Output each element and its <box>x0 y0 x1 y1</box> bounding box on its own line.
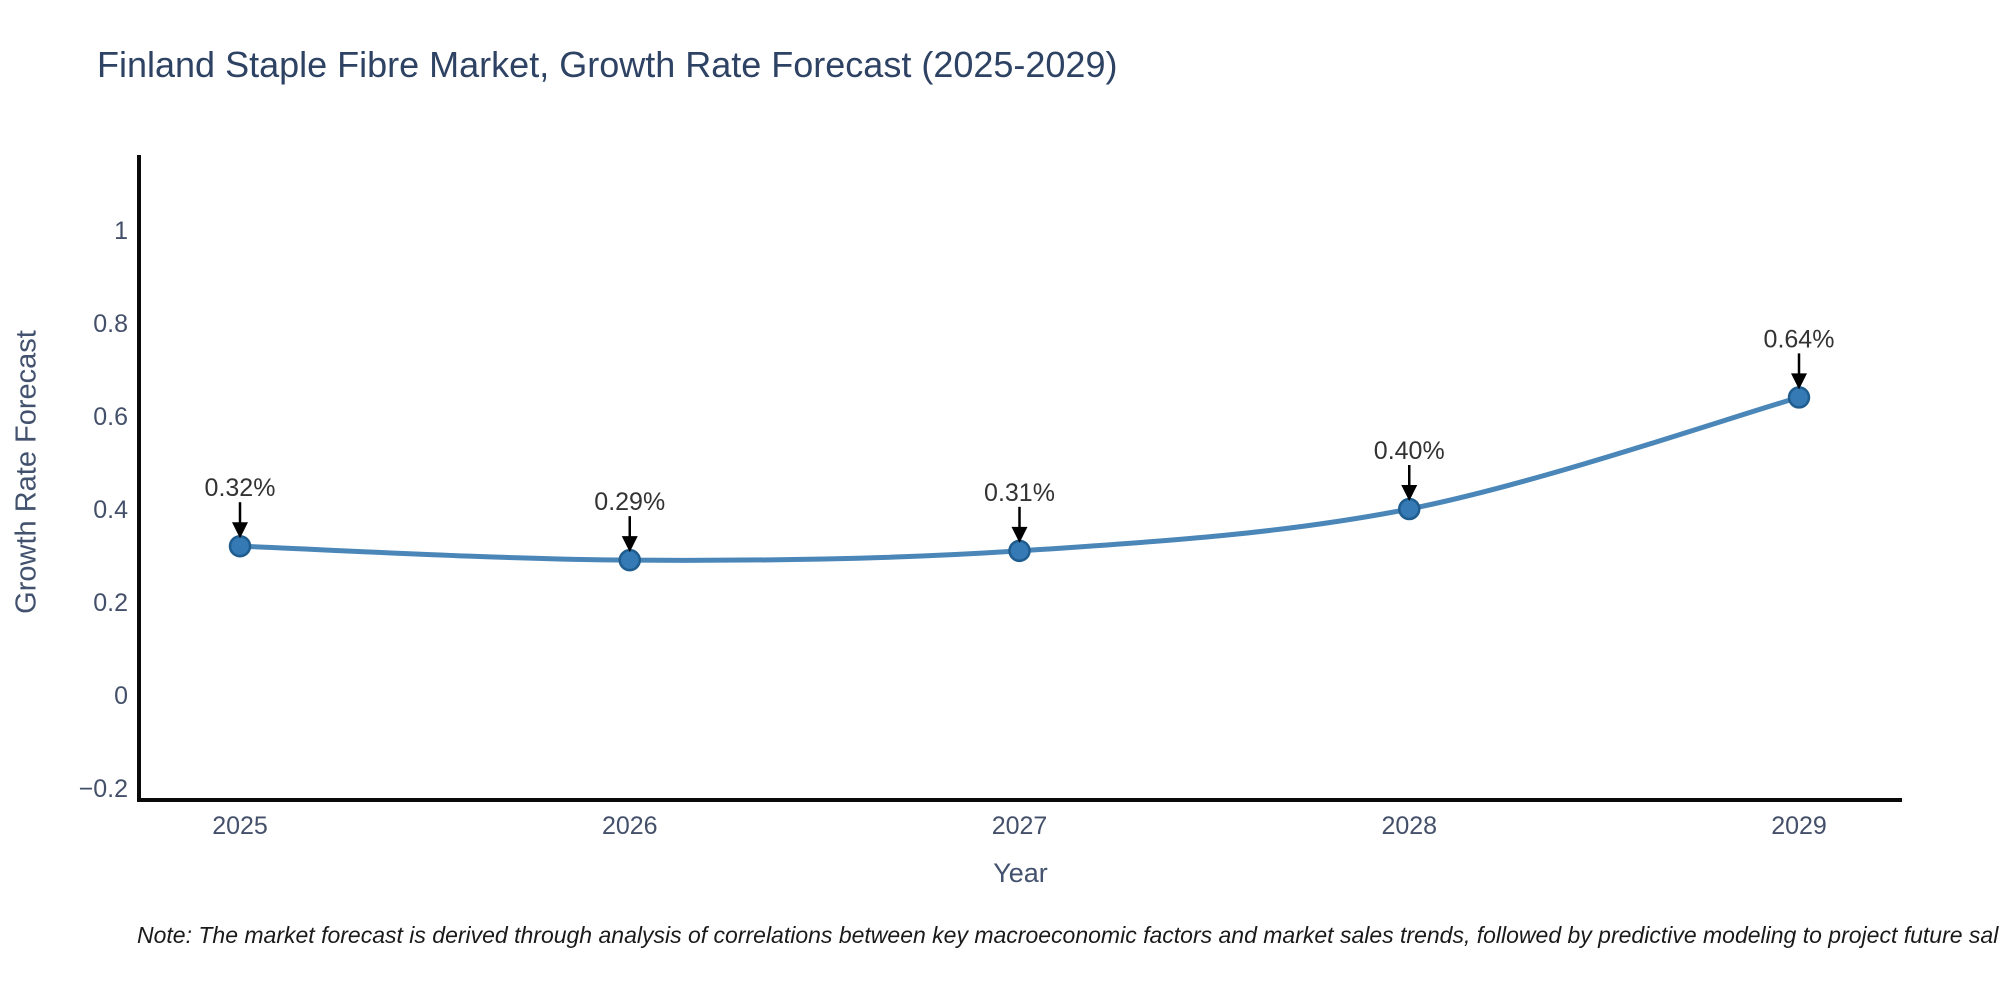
data-point-marker <box>1008 539 1031 563</box>
data-point-marker <box>228 534 252 558</box>
x-tick-label: 2025 <box>212 812 268 840</box>
x-tick-label: 2027 <box>992 812 1048 840</box>
annotation-arrow-head <box>621 536 638 553</box>
axis-spines <box>137 155 1902 802</box>
y-tick-label: 0.2 <box>93 589 128 617</box>
annotation-arrow-head <box>232 522 248 539</box>
x-tick-label: 2029 <box>1771 812 1827 840</box>
data-point-marker <box>1398 497 1421 521</box>
x-tick-label: 2026 <box>602 812 658 840</box>
y-tick-label: −0.2 <box>79 775 128 803</box>
annotation-arrow-head <box>1011 526 1028 543</box>
data-point-label: 0.40% <box>1374 437 1445 465</box>
data-point-label: 0.29% <box>594 488 665 516</box>
data-point-label: 0.32% <box>205 474 276 502</box>
y-tick-label: 0.4 <box>93 496 128 524</box>
y-tick-label: 0 <box>114 682 128 710</box>
x-axis-title: Year <box>993 858 1048 888</box>
footnote: Note: The market forecast is derived thr… <box>137 922 1999 948</box>
data-point-marker <box>618 548 641 572</box>
annotation-arrow-head <box>1791 373 1807 390</box>
data-point-label: 0.31% <box>984 479 1055 507</box>
chart-title: Finland Staple Fibre Market, Growth Rate… <box>97 44 1118 85</box>
data-point-marker <box>1787 386 1811 409</box>
annotation-arrow-head <box>1401 485 1418 501</box>
y-tick-label: 1 <box>114 217 128 245</box>
x-tick-label: 2028 <box>1381 812 1437 840</box>
y-tick-label: 0.8 <box>93 310 128 338</box>
y-tick-label: 0.6 <box>93 403 128 431</box>
data-point-label: 0.64% <box>1764 325 1835 353</box>
